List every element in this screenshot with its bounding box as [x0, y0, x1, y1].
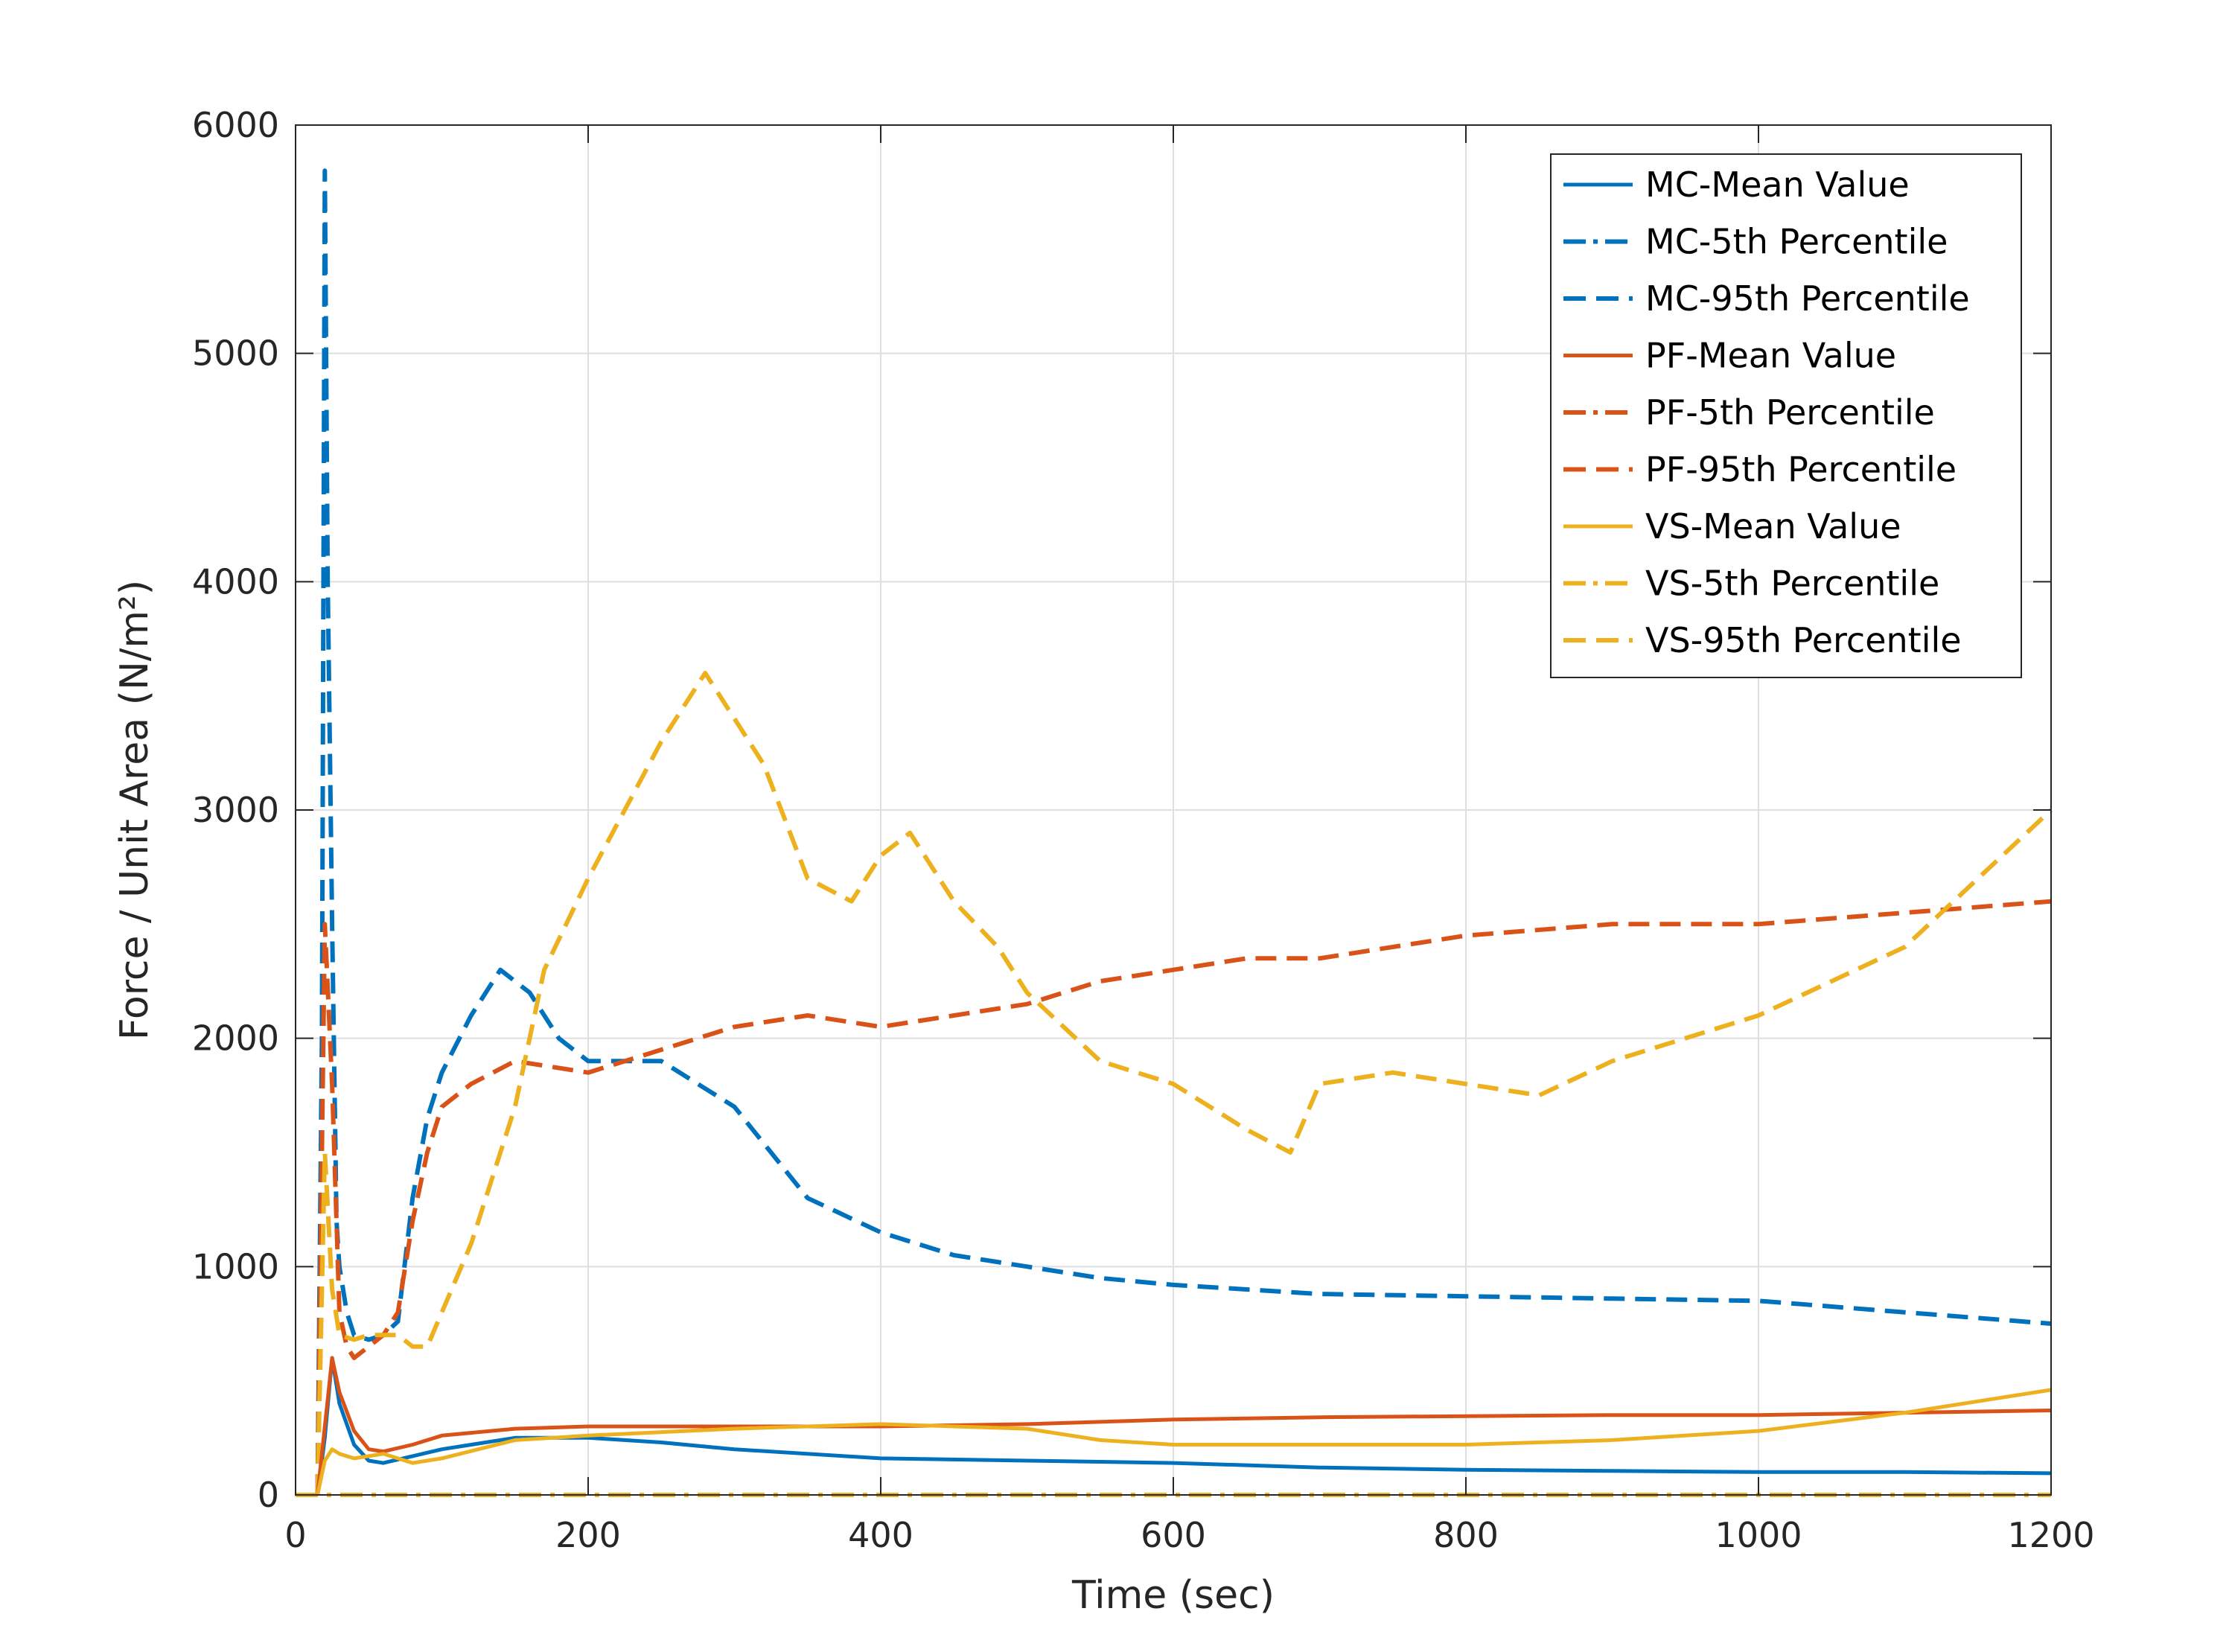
series-line-vs-mean-value	[316, 1388, 2052, 1496]
y-tick-label: 1000	[192, 1246, 279, 1286]
series-line-pf-95th-percentile	[315, 899, 2052, 1496]
y-tick-label: 2000	[192, 1018, 279, 1059]
legend-label: PF-5th Percentile	[1645, 392, 1935, 433]
series-line-mc-mean-value	[316, 1356, 2052, 1496]
y-tick-label: 5000	[192, 334, 279, 374]
x-tick-label: 400	[848, 1515, 913, 1555]
tick-marks	[295, 124, 2052, 1496]
y-tick-label: 4000	[192, 561, 279, 602]
y-tick-label: 6000	[192, 105, 279, 145]
x-tick-label: 200	[555, 1515, 621, 1555]
y-axis-label: Force / Unit Area (N/m²)	[112, 580, 157, 1040]
y-tick-label: 3000	[192, 790, 279, 830]
y-tick-label: 0	[258, 1475, 279, 1515]
legend-label: MC-5th Percentile	[1645, 222, 1948, 262]
legend: MC-Mean Value MC-5th Percentile MC-95th Pe…	[1550, 153, 2022, 678]
legend-label: VS-5th Percentile	[1645, 564, 1939, 604]
legend-label: MC-Mean Value	[1645, 165, 1910, 205]
series-line-mc-95th-percentile	[315, 168, 2052, 1496]
x-tick-label: 1200	[2007, 1515, 2094, 1555]
y-tick-labels: 0 1000 2000 3000 4000 5000 6000	[192, 105, 279, 1515]
x-tick-label: 600	[1141, 1515, 1206, 1555]
legend-label: PF-95th Percentile	[1645, 450, 1957, 490]
series-line-vs-95th-percentile	[315, 671, 2053, 1496]
x-tick-label: 1000	[1715, 1515, 1802, 1555]
legend-label: PF-Mean Value	[1645, 336, 1896, 376]
series-line-pf-mean-value	[316, 1356, 2052, 1496]
x-tick-label: 800	[1433, 1515, 1499, 1555]
legend-box	[1550, 153, 2022, 678]
x-tick-label: 0	[284, 1515, 306, 1555]
legend-label: MC-95th Percentile	[1645, 278, 1970, 319]
legend-label: VS-95th Percentile	[1645, 620, 1962, 660]
x-axis-label: Time (sec)	[1071, 1573, 1275, 1618]
x-tick-labels: 0 200 400 600 800 1000 1200	[284, 1515, 2094, 1555]
legend-label: VS-Mean Value	[1645, 506, 1901, 546]
